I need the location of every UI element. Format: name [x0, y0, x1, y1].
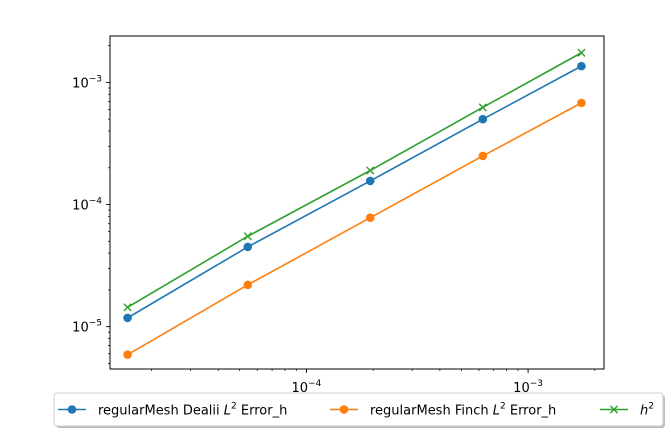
legend-label-2: h2	[640, 402, 654, 419]
legend-text-part: Error_h	[237, 404, 288, 419]
x-tick-label: 10−3	[513, 379, 543, 396]
x-tick-label-exponent: −3	[530, 379, 543, 389]
legend-text-part: L	[493, 404, 500, 419]
data-point-1-4	[577, 98, 586, 108]
legend-marker	[609, 405, 619, 414]
marker-stroke	[577, 48, 586, 57]
legend-text-part: 2	[648, 402, 654, 412]
data-point-2-3	[478, 103, 487, 112]
series-layer	[123, 48, 586, 359]
legend-entry-0: regularMesh Dealii L2 Error_h	[58, 402, 287, 419]
legend: regularMesh Dealii L2 Error_h regularMesh…	[53, 392, 665, 428]
x-tick-label-base: 10	[513, 381, 530, 396]
data-point-0-0	[123, 313, 132, 323]
ticks-layer: 10−4 10−310−510−410−3	[72, 45, 596, 396]
y-tick-label: 10−5	[72, 319, 102, 336]
data-point-2-1	[243, 232, 252, 241]
legend-text-part: regularMesh Dealii	[98, 404, 224, 419]
y-tick-label-exponent: −4	[89, 197, 103, 207]
legend-label-0: regularMesh Dealii L2 Error_h	[98, 402, 287, 419]
marker-stroke	[366, 166, 375, 175]
legend-text-part: 2	[500, 402, 506, 412]
marker-stroke	[478, 103, 487, 112]
series-line-2	[127, 52, 582, 309]
legend-entry-1: regularMesh Finch L2 Error_h	[330, 402, 556, 419]
legend-text-part: L	[224, 404, 231, 419]
y-tick-label-base: 10	[72, 199, 89, 214]
y-tick-label-exponent: −3	[89, 74, 102, 84]
legend-marker	[339, 405, 349, 414]
data-point-1-3	[478, 151, 488, 161]
data-point-2-0	[123, 303, 132, 312]
data-point-2-4	[577, 48, 586, 57]
legend-text-part: Error_h	[506, 404, 557, 419]
y-tick-label-exponent: −5	[89, 319, 102, 329]
axes-frame	[109, 35, 605, 370]
legend-frame	[53, 392, 664, 427]
y-tick-label: 10−4	[72, 197, 102, 214]
x-tick-label-exponent: −4	[308, 379, 322, 389]
data-point-1-1	[243, 280, 253, 290]
data-point-1-0	[123, 350, 132, 359]
legend-entry-2: h2	[600, 402, 654, 419]
data-point-1-2	[365, 213, 375, 223]
marker-stroke	[243, 232, 252, 241]
series-line-1	[127, 102, 582, 356]
legend-label-1: regularMesh Finch L2 Error_h	[370, 402, 556, 419]
y-tick-label-base: 10	[72, 321, 89, 336]
x-tick-label-base: 10	[292, 381, 309, 396]
x-tick-label: 10−4	[292, 379, 322, 396]
legend-marker	[67, 405, 77, 414]
legend-text-part: regularMesh Finch	[370, 404, 493, 419]
data-point-0-3	[478, 114, 488, 124]
legend-text-part: h	[640, 404, 648, 419]
marker-stroke	[123, 303, 132, 312]
data-point-0-1	[243, 242, 253, 252]
legend-text-part: 2	[231, 402, 237, 412]
y-tick-label: 10−3	[72, 74, 102, 91]
data-point-0-4	[577, 61, 586, 71]
data-point-0-2	[365, 176, 375, 186]
data-point-2-2	[366, 166, 375, 175]
y-tick-label-base: 10	[72, 76, 89, 91]
series-line-0	[127, 65, 582, 319]
